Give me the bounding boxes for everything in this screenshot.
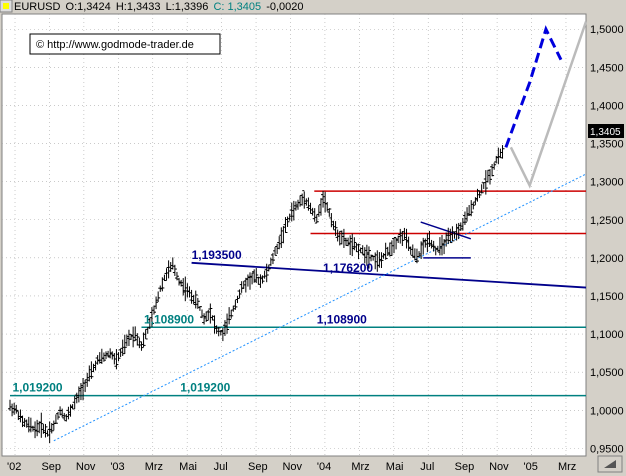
- y-tick-label: 1,1000: [590, 329, 624, 341]
- x-tick-label: Mrz: [351, 461, 369, 473]
- x-tick-label: Nov: [76, 461, 96, 473]
- uptrend-line: [53, 173, 587, 442]
- resize-icon-glyph: [604, 460, 616, 468]
- x-tick-label: '04: [317, 461, 331, 473]
- y-tick-label: 1,4500: [590, 62, 624, 74]
- y-tick-label: 1,5000: [590, 24, 624, 36]
- last-price-tag: 1,3405: [588, 124, 624, 138]
- x-tick-label: Nov: [489, 461, 509, 473]
- header: EURUSD O:1,3424 H:1,3433 L:1,3396 C: 1,3…: [0, 0, 304, 13]
- y-axis: 1,5000 1,4500 1,4000 1,3500 1,3000 1,2500 1,20…: [590, 24, 624, 455]
- annotation-label: 1,019200: [180, 381, 230, 395]
- x-tick-label: '05: [524, 461, 538, 473]
- y-tick-label: 1,0000: [590, 405, 624, 417]
- header-symbol: EURUSD: [14, 1, 61, 13]
- forecast-blue-path: [504, 25, 563, 148]
- downtrend-line: [191, 261, 587, 289]
- header-close: C: 1,3405: [213, 1, 261, 13]
- y-tick-label: 1,4000: [590, 100, 624, 112]
- x-tick-label: Jul: [420, 461, 434, 473]
- forecast-paths: [504, 21, 588, 189]
- trendlines: [53, 173, 587, 442]
- last-price-box: [588, 124, 624, 138]
- x-tick-label: '03: [110, 461, 124, 473]
- header-change: -0,0020: [266, 1, 303, 13]
- resize-icon[interactable]: [597, 455, 623, 473]
- copyright-box: © http://www.godmode-trader.de: [29, 33, 221, 55]
- triangle-upper-line: [420, 221, 472, 240]
- y-tick-label: 1,2500: [590, 215, 624, 227]
- x-tick-label: Mai: [386, 461, 404, 473]
- annotation-label: 1,176200: [323, 261, 373, 275]
- y-tick-label: 0,9500: [590, 443, 624, 455]
- menu-icon-dot: [3, 3, 9, 9]
- x-tick-label: Mrz: [558, 461, 576, 473]
- x-axis: '02 Sep Nov '03 Mrz Mai Jul Sep Nov '04 Mrz Mai Jul S…: [7, 461, 576, 473]
- annotation-label: 1,019200: [13, 381, 63, 395]
- plot-area: [1, 13, 587, 457]
- svg-text:EURUSD O:1,3424: EURUSD O:1,3424 H:1,3433 L:1,3396 C: 1,3…: [14, 1, 304, 13]
- header-low: L:1,3396: [166, 1, 209, 13]
- forecast-gray-path: [509, 21, 588, 189]
- annotations: 1,193500 1,176200 1,108900 1,108900 1,019200…: [13, 248, 374, 395]
- header-high: H:1,3433: [116, 1, 161, 13]
- x-tick-label: Sep: [41, 461, 61, 473]
- x-tick-label: Mai: [179, 461, 197, 473]
- y-tick-label: 1,1500: [590, 291, 624, 303]
- y-tick-label: 1,3500: [590, 139, 624, 151]
- annotation-label: 1,108900: [317, 312, 367, 326]
- x-tick-label: Nov: [282, 461, 302, 473]
- header-open: O:1,3424: [66, 1, 111, 13]
- x-tick-label: Jul: [214, 461, 228, 473]
- x-tick-label: Mrz: [145, 461, 163, 473]
- x-tick-label: Sep: [455, 461, 475, 473]
- last-price-text: 1,3405: [590, 127, 621, 138]
- copyright-text: © http://www.godmode-trader.de: [36, 39, 194, 51]
- x-tick-label: Sep: [248, 461, 268, 473]
- ohlc-bars: [8, 145, 505, 444]
- annotation-label: 1,193500: [192, 248, 242, 262]
- y-tick-label: 1,3000: [590, 177, 624, 189]
- grid: [2, 14, 586, 456]
- annotation-label: 1,108900: [144, 312, 194, 326]
- copyright-frame: [29, 33, 221, 55]
- y-tick-label: 1,0500: [590, 367, 624, 379]
- x-tick-label: '02: [7, 461, 21, 473]
- y-tick-label: 1,2000: [590, 253, 624, 265]
